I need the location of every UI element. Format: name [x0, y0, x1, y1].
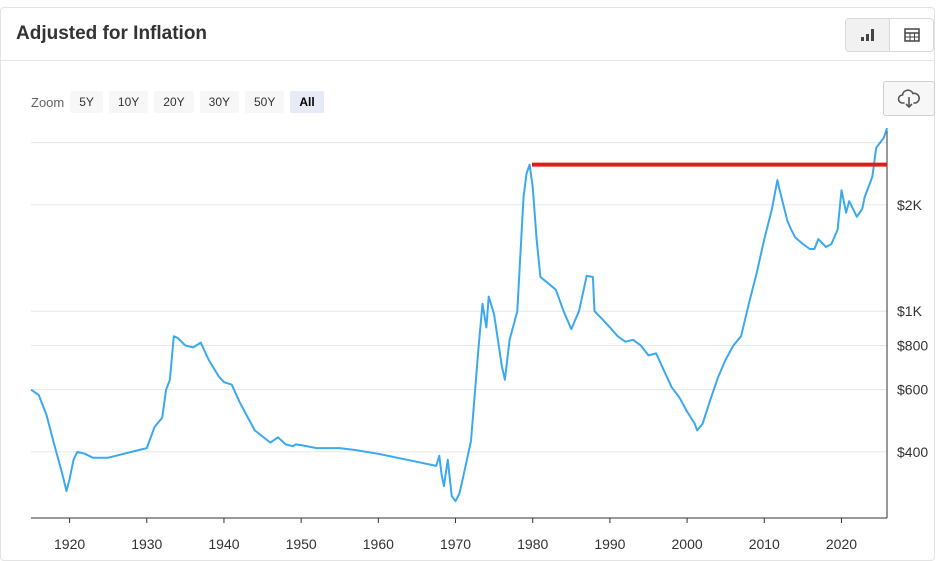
- x-tick-label: 1970: [440, 536, 471, 552]
- cloud-download-icon: [897, 88, 920, 108]
- download-button[interactable]: [883, 81, 935, 116]
- zoom-30y-button[interactable]: 30Y: [199, 91, 239, 113]
- x-axis: 1920 1930 1940 1950 1960 1970 1980 1990 2000 2010…: [31, 128, 888, 552]
- y-tick-label: $800: [897, 337, 928, 353]
- zoom-5y-button[interactable]: 5Y: [70, 91, 103, 113]
- x-tick-label: 2000: [672, 536, 703, 552]
- zoom-label: Zoom: [31, 94, 65, 110]
- grid-lines: [31, 142, 887, 453]
- view-toggle: [845, 18, 934, 52]
- y-tick-label: $400: [897, 444, 928, 460]
- x-tick-label: 1940: [208, 536, 239, 552]
- x-tick-label: 1960: [363, 536, 394, 552]
- chart-title: Adjusted for Inflation: [16, 23, 208, 44]
- x-tick-label: 1920: [54, 536, 85, 552]
- y-tick-label: $1K: [897, 303, 923, 319]
- zoom-all-button[interactable]: All: [290, 91, 324, 113]
- x-tick-label: 1990: [594, 536, 625, 552]
- y-tick-label: $2K: [897, 197, 923, 213]
- y-axis: $400 $600 $800 $1K $2K: [897, 197, 928, 460]
- price-series-line: [30, 127, 888, 503]
- x-tick-label: 1930: [131, 536, 162, 552]
- zoom-bar: Zoom 5Y 10Y 20Y 30Y 50Y All: [31, 91, 330, 113]
- chart-header: Adjusted for Inflation: [1, 8, 934, 61]
- series-layer: [30, 127, 888, 503]
- table-view-button[interactable]: [890, 19, 933, 51]
- zoom-50y-button[interactable]: 50Y: [245, 91, 285, 113]
- x-tick-label: 1980: [517, 536, 548, 552]
- x-tick-label: 2020: [826, 536, 857, 552]
- zoom-20y-button[interactable]: 20Y: [154, 91, 194, 113]
- chart-view-button[interactable]: [846, 19, 890, 51]
- y-tick-label: $600: [897, 382, 928, 398]
- bar-chart-icon: [860, 29, 874, 41]
- x-tick-label: 2010: [749, 536, 780, 552]
- x-tick-label: 1950: [286, 536, 317, 552]
- zoom-10y-button[interactable]: 10Y: [108, 91, 149, 113]
- table-icon: [903, 28, 920, 42]
